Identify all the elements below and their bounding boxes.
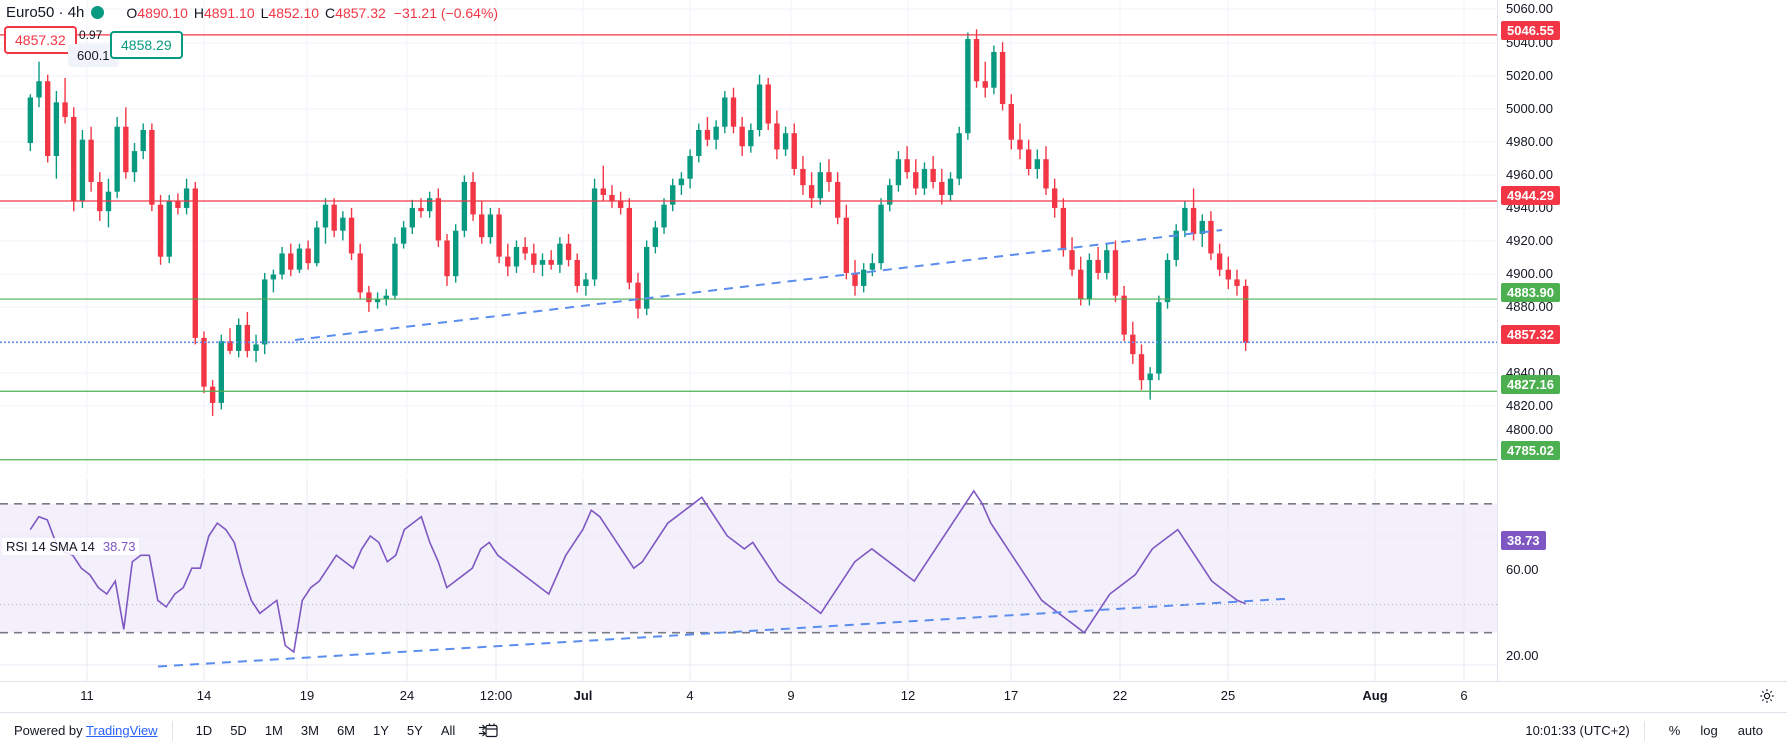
rsi-legend[interactable]: RSI 14 SMA 14 38.73 <box>2 538 140 555</box>
price-axis-pill[interactable]: 4827.16 <box>1501 375 1560 394</box>
chart-legend: Euro50 · 4h O 4890.10 H 4891.10 L 4852.10 C… <box>6 4 498 21</box>
price-axis-tick: 4980.00 <box>1506 134 1553 149</box>
ohlc-open-value: 4890.10 <box>137 4 188 21</box>
time-axis-label: 4 <box>686 688 694 703</box>
price-axis-tick: 60.00 <box>1506 562 1539 577</box>
time-axis-label: 24 <box>399 688 415 703</box>
clock-label: 10:01:33 (UTC+2) <box>1525 723 1630 738</box>
rsi-indicator-pane[interactable] <box>0 478 1497 681</box>
range-button-5y[interactable]: 5Y <box>406 723 423 738</box>
range-button-1d[interactable]: 1D <box>195 723 213 738</box>
range-button-1y[interactable]: 1Y <box>373 723 389 738</box>
volume-label: 600.1 <box>68 44 119 67</box>
time-axis-label: 12:00 <box>479 688 513 703</box>
price-axis-tick: 4800.00 <box>1506 422 1553 437</box>
toolbar-divider-2 <box>1643 720 1645 741</box>
filled-circle-icon <box>91 6 105 19</box>
ohlc-close-value: 4857.32 <box>335 4 386 21</box>
calendar-range-icon[interactable] <box>478 721 498 740</box>
time-axis-label: 12 <box>900 688 916 703</box>
range-buttons: 1D 5D 1M 3M 6M 1Y 5Y All <box>187 719 465 742</box>
price-axis-tick: 4900.00 <box>1506 266 1553 281</box>
time-axis-label: 19 <box>299 688 315 703</box>
range-button-3m[interactable]: 3M <box>300 723 319 738</box>
time-axis-label: 22 <box>1112 688 1128 703</box>
ohlc-low-key: L <box>260 4 269 21</box>
price-axis-pill[interactable]: 38.73 <box>1501 531 1546 550</box>
log-scale-button[interactable]: log <box>1700 723 1718 738</box>
price-axis-tick: 5020.00 <box>1506 68 1553 83</box>
ratio-label-top: 0.97 <box>79 28 103 42</box>
toolbar-divider-1 <box>171 720 173 741</box>
price-tooltip-right[interactable]: 4858.29 <box>110 31 183 59</box>
price-axis-pill[interactable]: 4944.29 <box>1501 186 1560 205</box>
ohlc-change: −31.21 (−0.64%) <box>393 4 499 21</box>
range-button-all[interactable]: All <box>440 723 456 738</box>
ohlc-values: O 4890.10 H 4891.10 L 4852.10 C 4857.32 −31.… <box>120 5 498 21</box>
price-axis[interactable]: 5060.00 5040.00 5020.00 5000.00 4980.00 4960.… <box>1497 0 1787 681</box>
ohlc-high-key: H <box>193 4 205 21</box>
price-axis-tick: 20.00 <box>1506 648 1539 663</box>
ohlc-low-value: 4852.10 <box>268 4 320 21</box>
main-price-pane[interactable] <box>0 0 1497 476</box>
time-axis-label: 17 <box>1003 688 1019 703</box>
price-axis-pill[interactable]: 4785.02 <box>1501 441 1560 460</box>
price-axis-tick: 5000.00 <box>1506 101 1553 116</box>
percent-scale-button[interactable]: % <box>1668 723 1681 738</box>
bottom-right-controls: 10:01:33 (UTC+2) % log auto <box>1525 719 1787 742</box>
gear-icon[interactable] <box>1759 688 1775 704</box>
time-axis-label: 25 <box>1220 688 1236 703</box>
time-axis-label: Jul <box>573 688 593 703</box>
powered-by-label: Powered by TradingView <box>14 723 158 738</box>
auto-scale-button[interactable]: auto <box>1737 723 1763 738</box>
ohlc-close-key: C <box>325 4 336 21</box>
rsi-legend-name: RSI 14 SMA 14 <box>6 539 95 554</box>
symbol-label[interactable]: Euro50 · 4h <box>6 4 85 21</box>
time-axis-label: 6 <box>1460 688 1468 703</box>
range-button-6m[interactable]: 6M <box>336 723 356 738</box>
price-axis-tick: 4880.00 <box>1506 299 1553 314</box>
price-tooltip-left[interactable]: 4857.32 <box>4 26 77 54</box>
powered-by-prefix: Powered by <box>14 723 87 738</box>
time-axis-label: 11 <box>80 688 94 703</box>
ohlc-high-value: 4891.10 <box>204 4 255 21</box>
price-axis-pill[interactable]: 5046.55 <box>1501 21 1560 40</box>
time-axis[interactable]: 11 14 19 24 12:00 Jul 4 9 12 17 22 25 Aug 6 <box>0 681 1787 712</box>
ohlc-open-key: O <box>126 4 138 21</box>
price-axis-pill[interactable]: 4883.90 <box>1501 283 1560 302</box>
price-axis-tick: 5060.00 <box>1506 1 1553 16</box>
price-axis-tick: 4960.00 <box>1506 167 1553 182</box>
range-button-5d[interactable]: 5D <box>230 723 247 738</box>
time-axis-label: Aug <box>1362 688 1388 703</box>
time-axis-label: 9 <box>787 688 795 703</box>
price-axis-tick: 4820.00 <box>1506 398 1553 413</box>
time-axis-label: 14 <box>196 688 212 703</box>
rsi-legend-value: 38.73 <box>102 539 136 554</box>
bottom-toolbar: Powered by TradingView 1D 5D 1M 3M 6M 1Y 5Y All… <box>0 712 1787 748</box>
price-axis-tick: 4920.00 <box>1506 233 1553 248</box>
range-button-1m[interactable]: 1M <box>264 723 283 738</box>
tradingview-link[interactable]: TradingView <box>86 723 158 738</box>
price-axis-pill[interactable]: 4857.32 <box>1501 325 1560 344</box>
